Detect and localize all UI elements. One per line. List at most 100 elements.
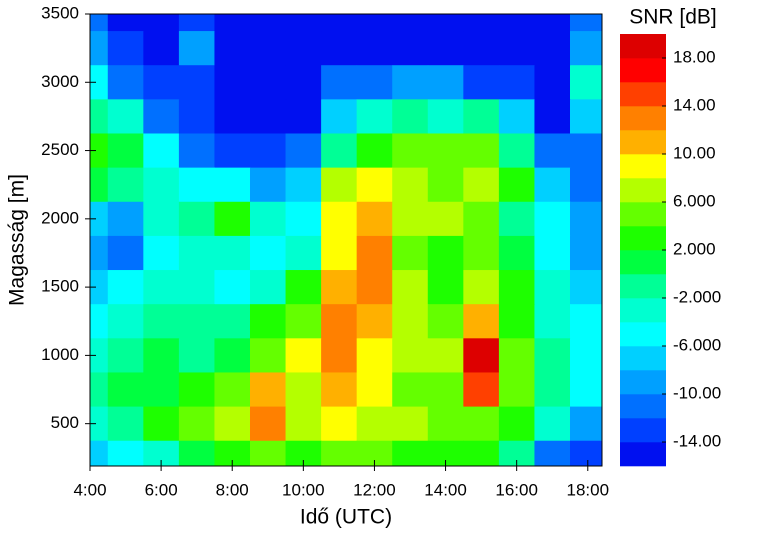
y-tick-label: 3000: [41, 72, 79, 91]
heat-cell: [427, 14, 464, 32]
colorbar-tick-label: 14.00: [673, 95, 716, 114]
colorbar-band: [620, 418, 666, 443]
heat-cell: [143, 167, 180, 203]
heat-cell: [392, 338, 429, 373]
heat-cell: [90, 65, 109, 100]
colorbar-tick-label: 18.00: [673, 47, 716, 66]
heat-cell: [427, 406, 464, 442]
heat-cell: [534, 167, 571, 203]
heat-cell: [570, 372, 602, 408]
heat-cell: [463, 65, 500, 100]
heat-cell: [143, 304, 180, 339]
heat-cell: [214, 406, 251, 442]
heat-cell: [178, 31, 215, 66]
colorbar-band: [620, 346, 666, 371]
heat-cell: [250, 304, 287, 339]
plot-frame: [89, 13, 603, 467]
x-tick-label: 10:00: [282, 480, 325, 499]
heat-cell: [356, 201, 393, 237]
colorbar-tick-label: -10.00: [673, 383, 721, 402]
heat-cell: [321, 201, 358, 237]
heat-cell: [498, 235, 535, 271]
heat-cell: [143, 65, 180, 100]
heat-cell: [498, 372, 535, 408]
heat-cell: [143, 406, 180, 442]
heat-cell: [214, 99, 251, 134]
heat-cell: [427, 201, 464, 237]
y-axis-label: Magasság [m]: [6, 174, 29, 306]
heat-cell: [570, 406, 602, 442]
heat-cell: [90, 270, 109, 305]
heat-cell: [570, 31, 602, 66]
colorbar-tick-label: -6.000: [673, 335, 721, 354]
heat-cell: [90, 372, 109, 408]
heat-cell: [427, 270, 464, 305]
colorbar-tick-label: 2.000: [673, 239, 716, 258]
heat-cell: [570, 440, 602, 466]
heat-cell: [427, 304, 464, 339]
heat-cell: [498, 133, 535, 169]
heat-cell: [285, 133, 322, 169]
colorbar-band: [620, 274, 666, 299]
heat-cell: [178, 201, 215, 237]
x-tick-label: 12:00: [353, 480, 396, 499]
heat-cell: [392, 65, 429, 100]
heat-cell: [214, 31, 251, 66]
heat-cell: [570, 235, 602, 271]
heat-cell: [90, 99, 109, 134]
heat-cell: [214, 270, 251, 305]
heat-cell: [392, 235, 429, 271]
x-tick-label: 14:00: [424, 480, 467, 499]
heat-cell: [392, 14, 429, 32]
heat-cell: [321, 65, 358, 100]
heat-cell: [143, 372, 180, 408]
heat-cell: [534, 14, 571, 32]
x-axis-label: Idő (UTC): [300, 506, 392, 529]
y-tick-label: 2500: [41, 140, 79, 159]
heat-cell: [570, 14, 602, 32]
heat-cell: [107, 31, 144, 66]
y-tick-label: 500: [51, 413, 79, 432]
heat-cell: [321, 372, 358, 408]
colorbar-band: [620, 34, 666, 59]
heat-cell: [392, 167, 429, 203]
y-tick-label: 1500: [41, 277, 79, 296]
colorbar-tick-label: -14.00: [673, 431, 721, 450]
heat-cell: [250, 440, 287, 466]
heat-cell: [498, 99, 535, 134]
heat-cell: [107, 440, 144, 466]
heat-cell: [321, 338, 358, 373]
heat-cell: [178, 14, 215, 32]
heat-cell: [285, 338, 322, 373]
heat-cell: [285, 167, 322, 203]
heat-cell: [356, 270, 393, 305]
heat-cell: [285, 372, 322, 408]
heat-cell: [427, 65, 464, 100]
heat-cell: [178, 372, 215, 408]
heat-cell: [214, 167, 251, 203]
heat-cell: [250, 406, 287, 442]
heat-cell: [285, 99, 322, 134]
heat-cell: [107, 304, 144, 339]
heat-cell: [570, 167, 602, 203]
heat-cell: [107, 338, 144, 373]
heat-cell: [356, 406, 393, 442]
heat-cell: [178, 133, 215, 169]
heat-cell: [143, 99, 180, 134]
heat-cell: [321, 235, 358, 271]
heat-cell: [463, 372, 500, 408]
colorbar-band: [620, 178, 666, 203]
heat-cell: [143, 338, 180, 373]
heat-cell: [356, 133, 393, 169]
heat-cell: [214, 65, 251, 100]
y-tick-label: 1000: [41, 345, 79, 364]
heat-cell: [356, 99, 393, 134]
colorbar-band: [620, 58, 666, 83]
heat-cell: [178, 440, 215, 466]
heat-cell: [356, 31, 393, 66]
heat-cell: [392, 31, 429, 66]
heat-cell: [250, 235, 287, 271]
heat-cell: [570, 304, 602, 339]
colorbar-tick-label: -2.000: [673, 287, 721, 306]
